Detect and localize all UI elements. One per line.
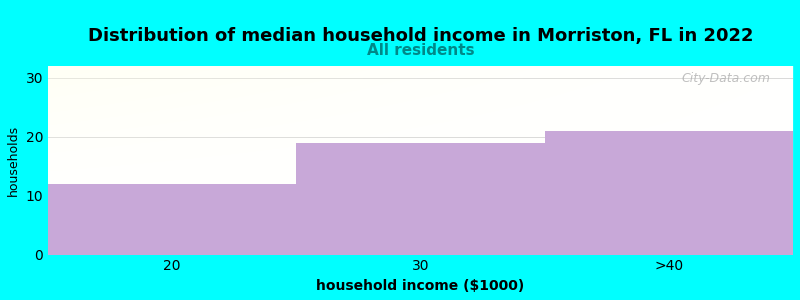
Bar	[296, 142, 545, 255]
Bar	[48, 184, 296, 255]
Bar	[545, 131, 793, 255]
Bar	[545, 131, 793, 255]
Bar	[296, 142, 545, 255]
Bar	[48, 184, 296, 255]
X-axis label: household income ($1000): household income ($1000)	[316, 279, 525, 293]
Y-axis label: households: households	[7, 125, 20, 196]
Text: All residents: All residents	[366, 44, 474, 59]
Title: Distribution of median household income in Morriston, FL in 2022: Distribution of median household income …	[88, 27, 754, 45]
Text: City-Data.com: City-Data.com	[682, 72, 770, 85]
